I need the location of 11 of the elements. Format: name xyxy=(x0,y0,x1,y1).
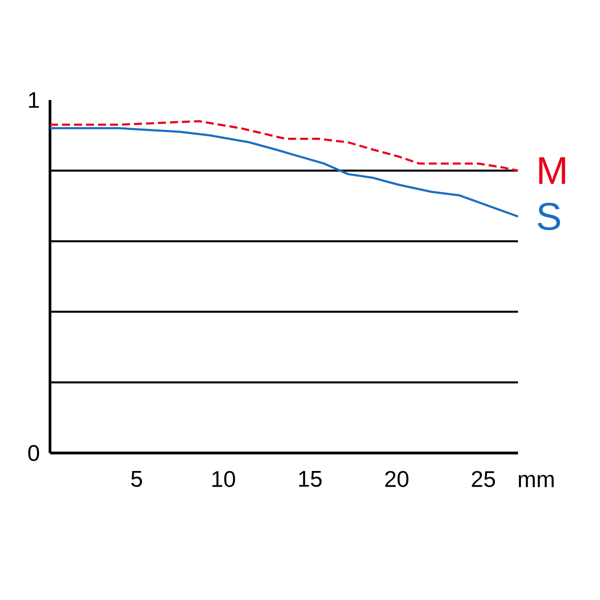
x-tick-label: 10 xyxy=(212,471,236,488)
series-label: S xyxy=(538,202,560,230)
x-tick-label: 5 xyxy=(131,471,142,487)
y-tick-label: 0 xyxy=(28,444,40,462)
x-tick-label: 20 xyxy=(385,471,408,488)
series-label: M xyxy=(539,157,566,184)
line-series xyxy=(48,127,520,218)
x-tick-label: 15 xyxy=(299,471,322,487)
x-tick-label: 25 xyxy=(472,471,495,488)
y-tick-label: 1 xyxy=(29,92,39,108)
x-axis-title: mm xyxy=(518,474,554,488)
